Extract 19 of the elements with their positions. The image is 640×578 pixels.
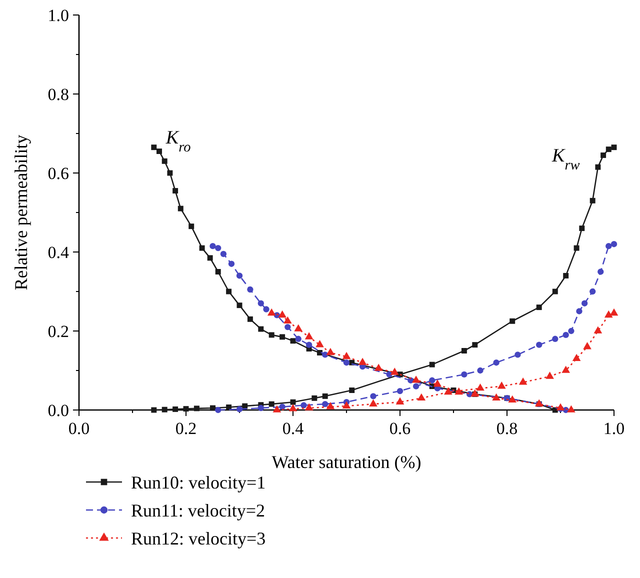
y-tick-label: 0.2 — [48, 322, 69, 341]
y-tick-label: 0.0 — [48, 400, 69, 420]
annotation: K$_{ro}$ — [164, 127, 191, 156]
x-tick-label: 0.2 — [175, 419, 197, 438]
annotation: K$_{rw}$ — [551, 145, 580, 174]
y-tick-label: 1.0 — [48, 6, 69, 25]
x-tick-label: 0.4 — [282, 419, 304, 438]
y-tick-label: 0.4 — [48, 242, 70, 262]
x-tick-label: 1.0 — [603, 419, 625, 438]
x-tick-label: 0.8 — [496, 419, 518, 438]
x-tick-label: 0.0 — [68, 419, 90, 438]
y-axis-title: Relative permeability — [11, 134, 31, 290]
x-axis-title: Water saturation (%) — [272, 452, 422, 472]
y-tick-label: 0.6 — [48, 164, 69, 183]
legend-label: Run11: velocity=2 — [131, 500, 265, 520]
y-tick-label: 0.8 — [48, 84, 69, 104]
legend-label: Run12: velocity=3 — [131, 528, 266, 548]
x-tick-label: 0.6 — [389, 419, 411, 438]
legend-label: Run10: velocity=1 — [131, 472, 266, 492]
